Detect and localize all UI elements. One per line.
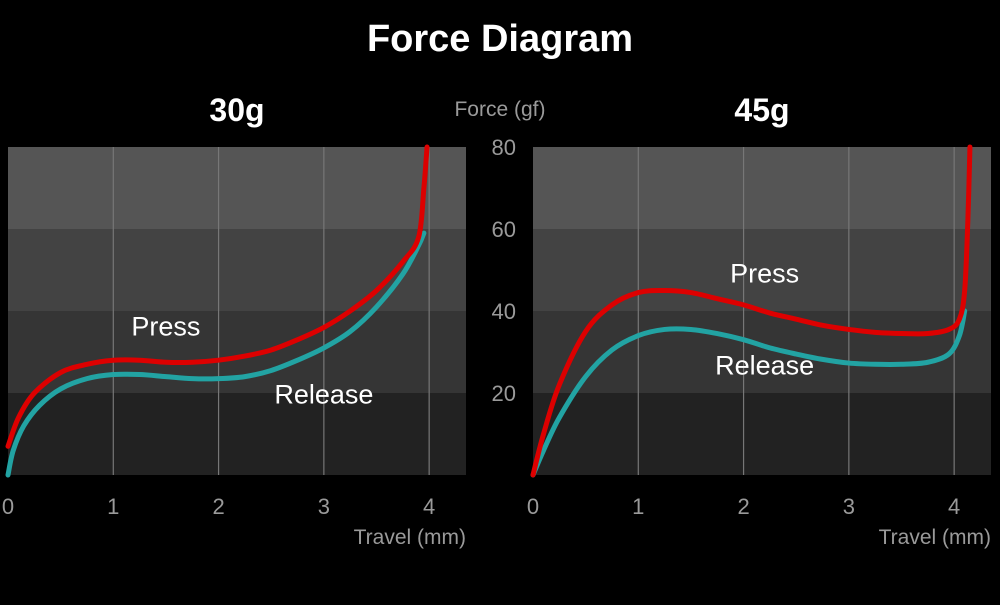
chart-panels: 30g 0 1 2 3 4 Travel (mm) Press Release 45g 0 1 2 3 4 T… xyxy=(2,92,991,549)
annotation-press: Press xyxy=(131,312,200,342)
x-tick-label: 3 xyxy=(318,494,330,519)
chart-panel-1: 30g 0 1 2 3 4 Travel (mm) Press Release xyxy=(2,92,466,549)
annotation-press: Press xyxy=(730,258,799,288)
y-tick-label: 20 xyxy=(492,381,516,406)
x-axis-label: Travel (mm) xyxy=(879,526,991,549)
background-band xyxy=(533,393,991,475)
x-tick-label: 0 xyxy=(527,494,539,519)
x-tick-label: 4 xyxy=(423,494,435,519)
x-tick-label: 2 xyxy=(212,494,224,519)
chart-panel-2: 45g 0 1 2 3 4 Travel (mm) Press Release 20 40 60 80 xyxy=(492,92,991,549)
panel-title: 30g xyxy=(209,92,264,128)
y-tick-label: 40 xyxy=(492,299,516,324)
annotation-release: Release xyxy=(274,379,373,409)
y-tick-label: 60 xyxy=(492,217,516,242)
background-band xyxy=(533,147,991,229)
series-line-release xyxy=(530,308,968,478)
x-axis-label: Travel (mm) xyxy=(354,526,466,549)
x-tick-label: 0 xyxy=(2,494,14,519)
figure-title: Force Diagram xyxy=(367,18,633,60)
background-band xyxy=(8,393,466,475)
panel-title: 45g xyxy=(734,92,789,128)
x-tick-label: 1 xyxy=(632,494,644,519)
x-tick-label: 2 xyxy=(737,494,749,519)
series-line-release xyxy=(5,230,427,478)
y-tick-label: 80 xyxy=(492,135,516,160)
x-tick-label: 4 xyxy=(948,494,960,519)
annotation-release: Release xyxy=(715,351,814,381)
y-axis-label: Force (gf) xyxy=(454,98,545,121)
series-line-press xyxy=(5,144,430,449)
background-band xyxy=(533,229,991,311)
x-tick-label: 3 xyxy=(843,494,855,519)
background-band xyxy=(8,229,466,311)
background-band xyxy=(8,147,466,229)
x-tick-label: 1 xyxy=(107,494,119,519)
series-line-press xyxy=(530,144,973,478)
